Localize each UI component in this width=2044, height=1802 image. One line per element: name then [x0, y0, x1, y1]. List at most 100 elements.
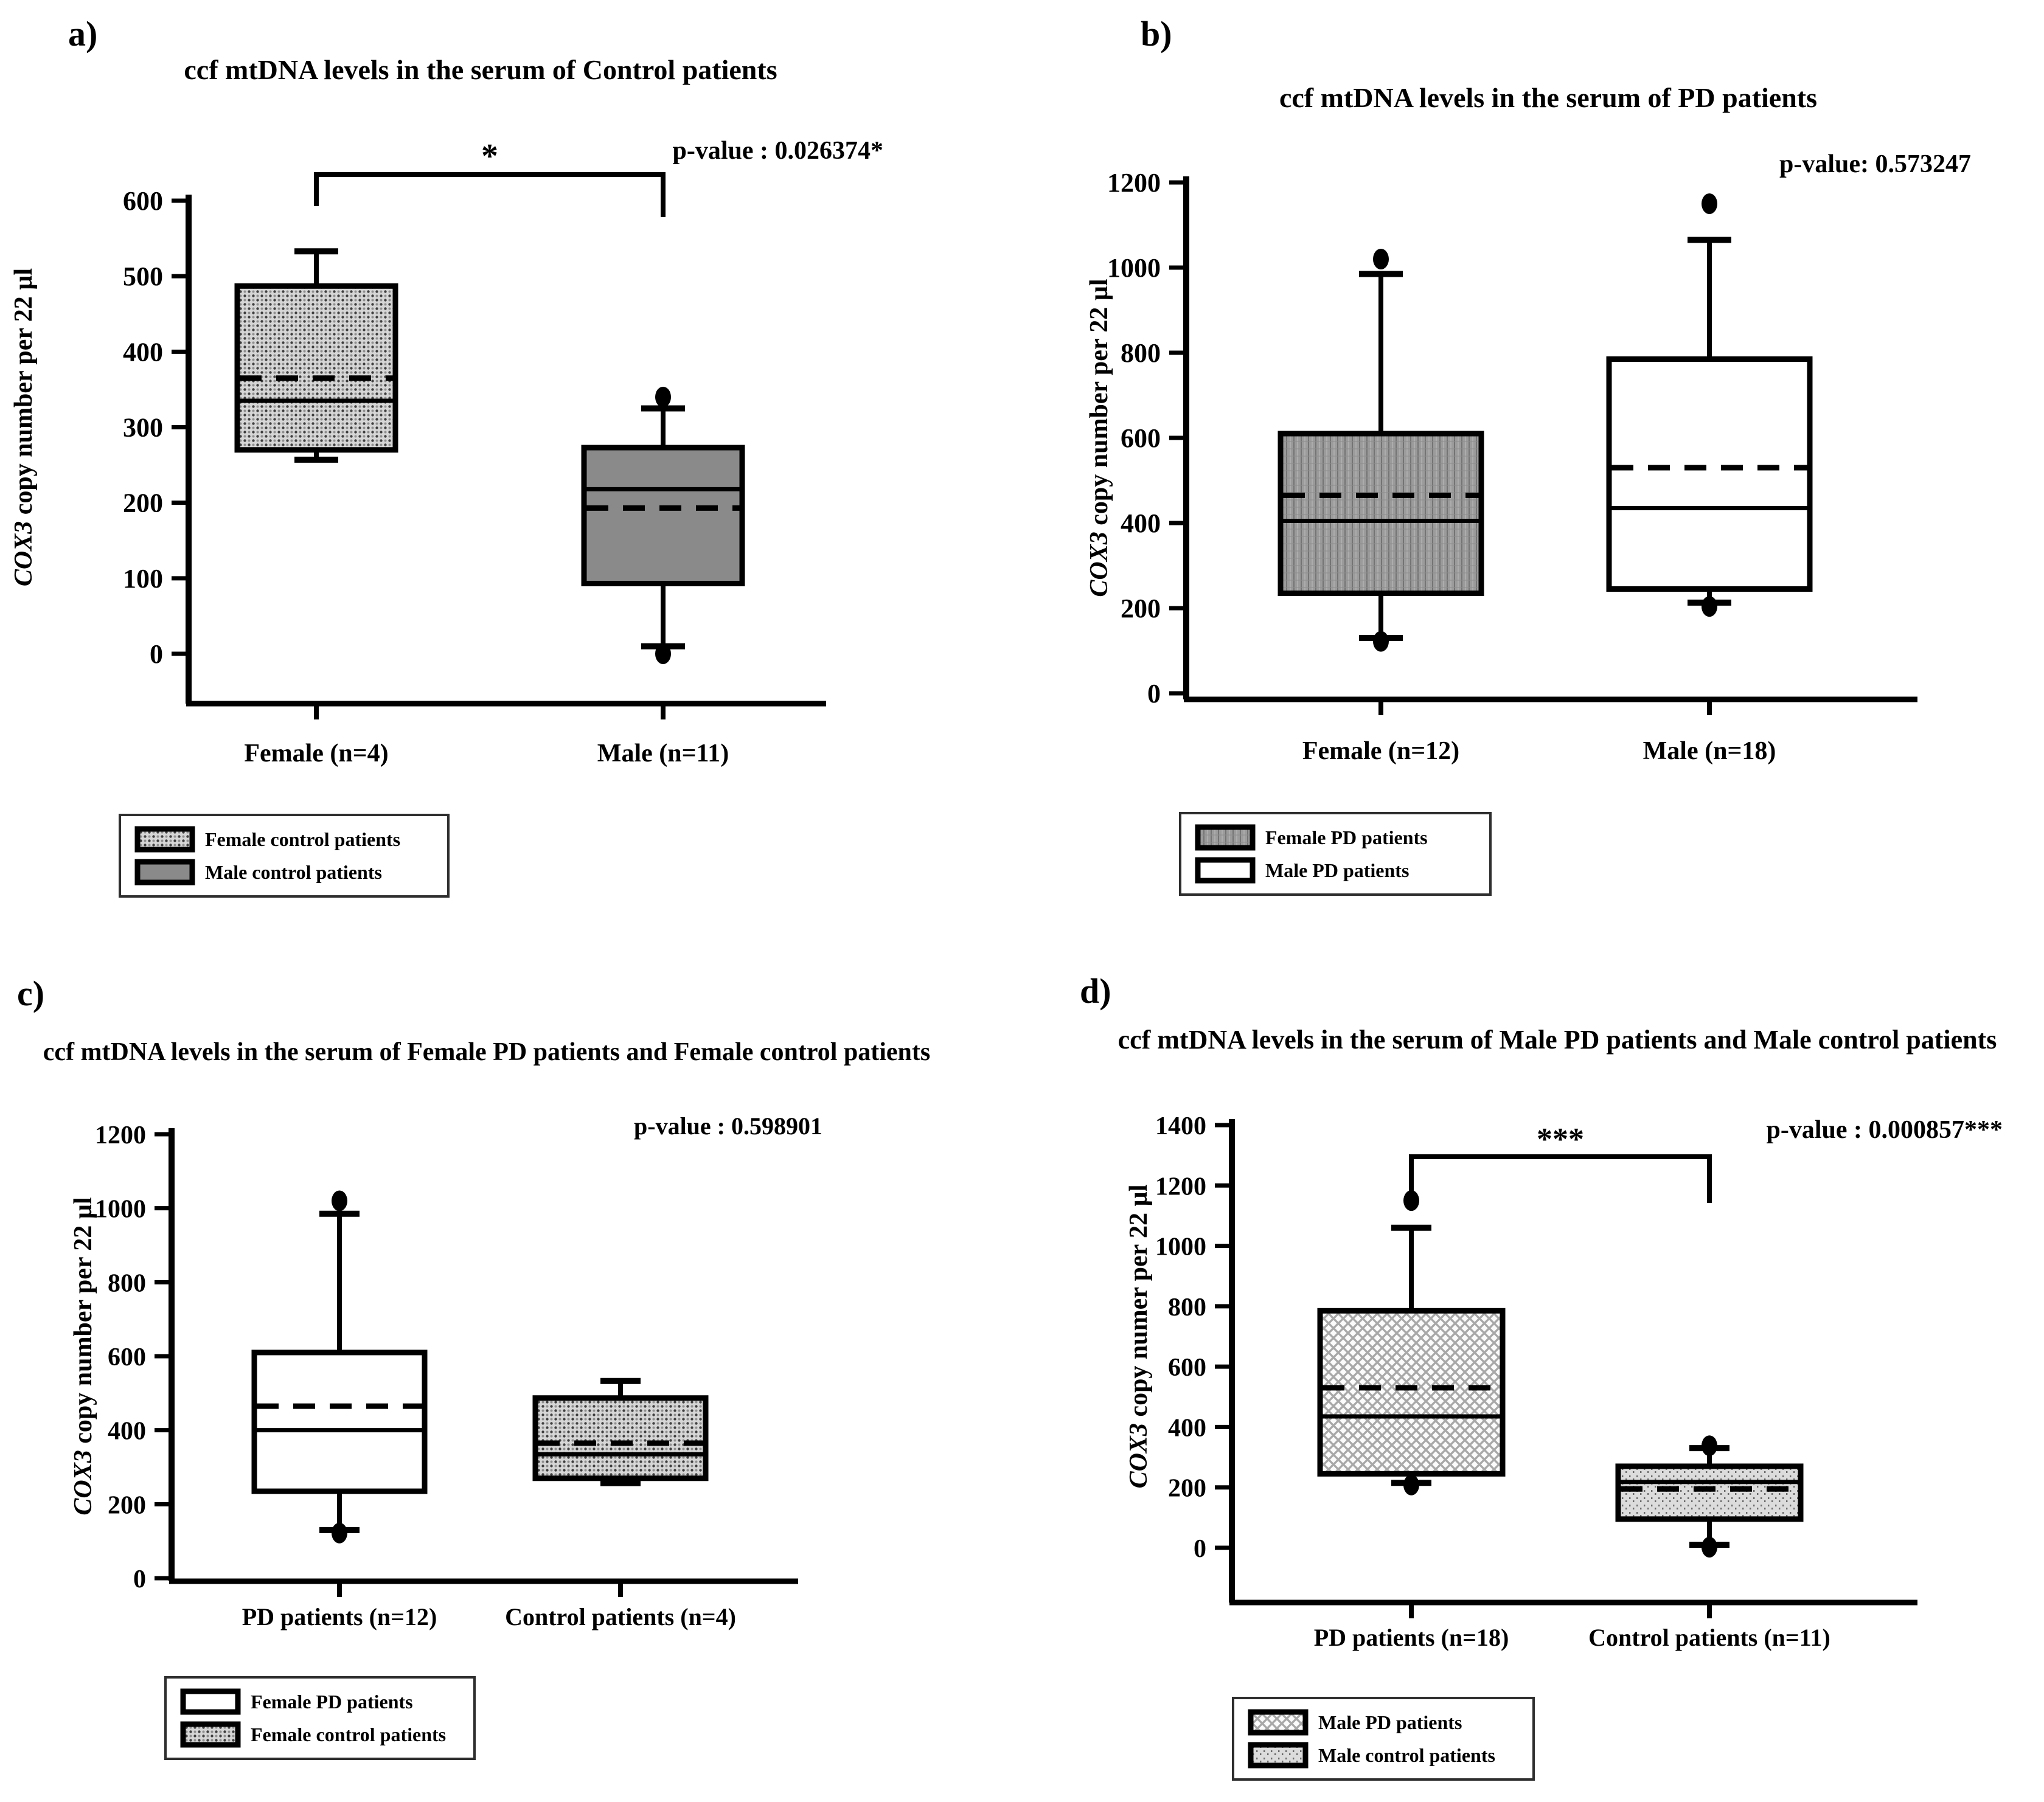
outlier-dot [1373, 631, 1389, 652]
y-tick-label: 600 [108, 1343, 146, 1371]
panel-c-letter: c) [17, 974, 45, 1013]
legend-item: Female PD patients [180, 1688, 460, 1715]
significance-stars: * [481, 137, 498, 175]
x-category-label: PD patients (n=18) [1314, 1624, 1509, 1651]
y-tick-label: 500 [123, 262, 163, 291]
panel-b-letter: b) [1141, 14, 1172, 54]
legend-label: Female control patients [205, 828, 401, 850]
y-tick-label: 600 [123, 186, 163, 216]
legend-swatch-icon [1195, 824, 1256, 851]
significance-bracket [1409, 1154, 1712, 1203]
panel-c-legend: Female PD patients Female control patient… [164, 1676, 476, 1760]
y-axis-label: COX3 copy numer per 22 µl [1125, 1185, 1153, 1489]
y-axis-label: COX3 copy number per 22 µl [10, 268, 38, 586]
panel-c: c) ccf mtDNA levels in the serum of Fema… [0, 949, 1022, 1802]
x-category-label: Male (n=11) [597, 740, 729, 768]
y-tick-label: 400 [108, 1418, 146, 1446]
y-axis-label: COX3 copy number per 22 µl [69, 1197, 97, 1515]
legend-item: Female PD patients [1195, 824, 1476, 851]
y-tick-label: 0 [1147, 679, 1161, 709]
panel-d-boxplot: 1400 1200 1000 800 600 400 200 0 COX3 copy numer… [1125, 1112, 1917, 1651]
box-left [234, 283, 398, 453]
outlier-dot [655, 643, 671, 664]
significance-bracket [314, 172, 666, 217]
box-right [532, 1395, 709, 1481]
panel-a-p-value: p-value : 0.026374* [672, 137, 884, 165]
outlier-dot [1403, 1190, 1419, 1211]
legend-label: Male control patients [205, 861, 382, 883]
box-left [1278, 431, 1484, 596]
legend-label: Female PD patients [251, 1690, 413, 1713]
y-tick-label: 400 [1121, 508, 1161, 538]
significance-stars: *** [1537, 1122, 1584, 1157]
panel-d-legend: Male PD patients Male control patients [1232, 1697, 1535, 1781]
y-tick-label: 400 [123, 337, 163, 367]
x-category-label: Female (n=12) [1302, 737, 1459, 765]
box-right [1606, 356, 1813, 592]
y-tick-label: 100 [123, 564, 163, 594]
panel-b-legend: Female PD patients Male PD patients [1179, 812, 1492, 896]
panel-a: a) ccf mtDNA levels in the serum of Cont… [0, 0, 1022, 930]
legend-swatch-icon [134, 859, 195, 885]
y-tick-label: 1000 [1107, 253, 1161, 283]
outlier-dot [1373, 249, 1389, 269]
panel-d: d) ccf mtDNA levels in the serum of Male… [1022, 949, 2044, 1802]
legend-item: Female control patients [180, 1721, 460, 1748]
box-right [581, 445, 745, 587]
y-tick-label: 600 [1168, 1354, 1206, 1382]
legend-label: Male PD patients [1318, 1711, 1462, 1733]
panel-a-legend: Female control patients Male control pati… [119, 814, 450, 898]
y-tick-label: 300 [123, 413, 163, 443]
x-category-label: PD patients (n=12) [242, 1603, 437, 1630]
x-category-label: Control patients (n=4) [505, 1603, 736, 1630]
y-tick-label: 200 [1168, 1475, 1206, 1503]
x-category-label: Female (n=4) [244, 740, 388, 768]
outlier-dot [332, 1190, 347, 1211]
y-tick-label: 800 [108, 1269, 146, 1297]
panel-d-title: ccf mtDNA levels in the serum of Male PD… [1118, 1025, 1997, 1055]
y-tick-label: 0 [150, 639, 163, 669]
y-tick-label: 600 [1121, 423, 1161, 453]
panel-b-p-value: p-value: 0.573247 [1779, 150, 1971, 178]
outlier-dot [1403, 1474, 1419, 1495]
box-right [1615, 1463, 1804, 1522]
y-tick-label: 1400 [1155, 1112, 1206, 1140]
outlier-dot [655, 386, 671, 407]
panel-d-p-value: p-value : 0.000857*** [1766, 1116, 2003, 1144]
y-tick-label: 1200 [95, 1121, 146, 1149]
legend-swatch-icon [180, 1721, 241, 1748]
panel-b-boxplot: 1200 1000 800 600 400 200 0 COX3 copy number pe… [1085, 168, 1917, 765]
legend-swatch-icon [1248, 1742, 1309, 1769]
panel-c-p-value: p-value : 0.598901 [634, 1112, 822, 1140]
y-tick-label: 200 [123, 488, 163, 518]
y-axis-label: COX3 copy number per 22 µl [1085, 279, 1113, 597]
panel-d-letter: d) [1080, 971, 1111, 1011]
outlier-dot [332, 1522, 347, 1544]
x-category-label: Male (n=18) [1643, 737, 1776, 765]
panel-a-boxplot: 600 500 400 300 200 100 0 COX3 copy number per … [10, 137, 826, 768]
panel-c-title: ccf mtDNA levels in the serum of Female … [43, 1038, 931, 1066]
outlier-dot [1702, 193, 1717, 214]
panel-a-letter: a) [68, 14, 98, 54]
y-tick-label: 1200 [1107, 168, 1161, 198]
legend-swatch-icon [180, 1688, 241, 1715]
legend-swatch-icon [1248, 1709, 1309, 1736]
y-tick-label: 200 [1121, 594, 1161, 623]
y-tick-label: 1000 [95, 1196, 146, 1224]
legend-label: Female PD patients [1265, 826, 1428, 848]
box-left [251, 1350, 428, 1494]
legend-swatch-icon [1195, 857, 1256, 884]
legend-item: Male PD patients [1248, 1709, 1519, 1736]
y-tick-label: 400 [1168, 1414, 1206, 1442]
outlier-dot [1702, 1537, 1717, 1558]
legend-item: Male PD patients [1195, 857, 1476, 884]
panel-c-boxplot: 1200 1000 800 600 400 200 0 COX3 copy number pe… [69, 1121, 798, 1630]
y-tick-label: 200 [108, 1491, 146, 1519]
y-tick-label: 800 [1168, 1294, 1206, 1322]
legend-item: Male control patients [1248, 1742, 1519, 1769]
outlier-dot [1702, 1435, 1717, 1457]
y-tick-label: 0 [133, 1565, 146, 1593]
box-left [1317, 1308, 1506, 1477]
panel-b: b) ccf mtDNA levels in the serum of PD p… [1022, 0, 2044, 930]
outlier-dot [1702, 596, 1717, 617]
